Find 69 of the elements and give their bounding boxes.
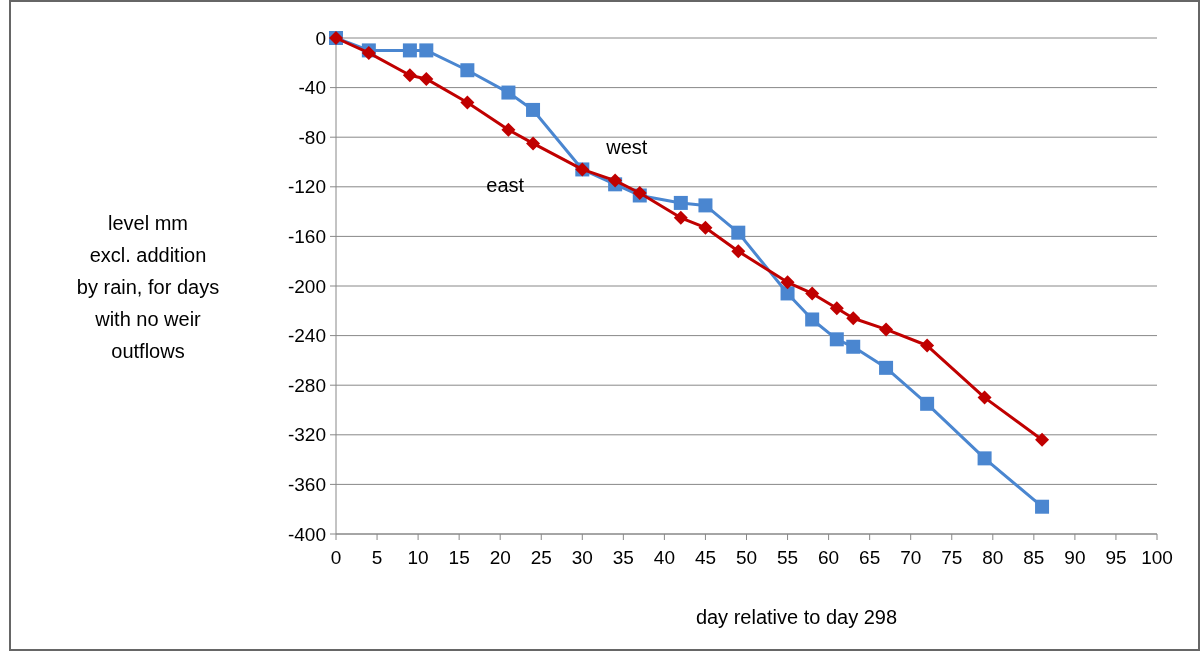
point (780, 275, 795, 290)
point (879, 360, 894, 375)
point (920, 338, 935, 353)
x-tick-label: 25 (530, 547, 552, 568)
x-tick-label: 80 (982, 547, 1004, 568)
x-tick-label: 0 (330, 547, 342, 568)
point (526, 136, 541, 151)
y-tick-label: -240 (287, 325, 326, 347)
y-tick-label: -280 (287, 374, 326, 396)
point (879, 322, 894, 337)
point (805, 286, 820, 301)
y-tick-label: -360 (287, 474, 326, 496)
x-tick-label: 35 (612, 547, 634, 568)
point (460, 95, 475, 110)
x-tick-label: 10 (407, 547, 429, 568)
point (829, 332, 844, 347)
x-tick-label: 20 (489, 547, 511, 568)
point (673, 210, 688, 225)
x-axis-title: day relative to day 298 (695, 606, 898, 628)
x-tick-label: 100 (1141, 547, 1173, 568)
x-tick-label: 70 (900, 547, 922, 568)
x-tick-label: 30 (571, 547, 593, 568)
series-label: east (486, 174, 525, 197)
point (805, 312, 820, 327)
point (402, 43, 417, 58)
point (501, 85, 516, 100)
x-tick-label: 55 (776, 547, 799, 568)
y-tick-label: -400 (287, 523, 326, 545)
point (526, 102, 541, 117)
point (731, 244, 746, 259)
point (1035, 432, 1050, 447)
point (402, 68, 417, 83)
point (1035, 499, 1050, 514)
y-tick-label: -320 (287, 424, 326, 446)
y-tick-label: -80 (298, 126, 326, 148)
point (829, 301, 844, 316)
point (673, 195, 688, 210)
x-tick-label: 85 (1023, 547, 1045, 568)
x-tick-label: 40 (653, 547, 675, 568)
point (731, 225, 746, 240)
x-tick-label: 75 (941, 547, 963, 568)
point (698, 198, 713, 213)
y-tick-label: -120 (287, 176, 326, 198)
y-axis-title: level mm excl. addition by rain, for days with no weir outflows (76, 212, 220, 362)
x-tick-label: 50 (735, 547, 758, 568)
point (977, 390, 992, 405)
point (419, 71, 434, 86)
point (846, 311, 861, 326)
y-tick-label: 0 (315, 27, 326, 49)
point (698, 220, 713, 235)
point (608, 173, 623, 188)
point (920, 396, 935, 411)
series-label: west (605, 136, 648, 159)
x-tick-label: 5 (371, 547, 383, 568)
point (780, 286, 795, 301)
point (501, 122, 516, 137)
x-tick-label: 65 (859, 547, 881, 568)
point (460, 63, 475, 78)
x-tick-label: 60 (818, 547, 840, 568)
x-tick-label: 95 (1105, 547, 1127, 568)
point (977, 451, 992, 466)
y-tick-label: -40 (298, 77, 326, 99)
x-tick-label: 45 (694, 547, 717, 568)
point (419, 43, 434, 58)
x-tick-label: 15 (448, 547, 470, 568)
y-tick-label: -200 (287, 275, 326, 297)
point (846, 339, 861, 354)
x-tick-label: 90 (1064, 547, 1086, 568)
y-tick-label: -160 (287, 226, 326, 248)
